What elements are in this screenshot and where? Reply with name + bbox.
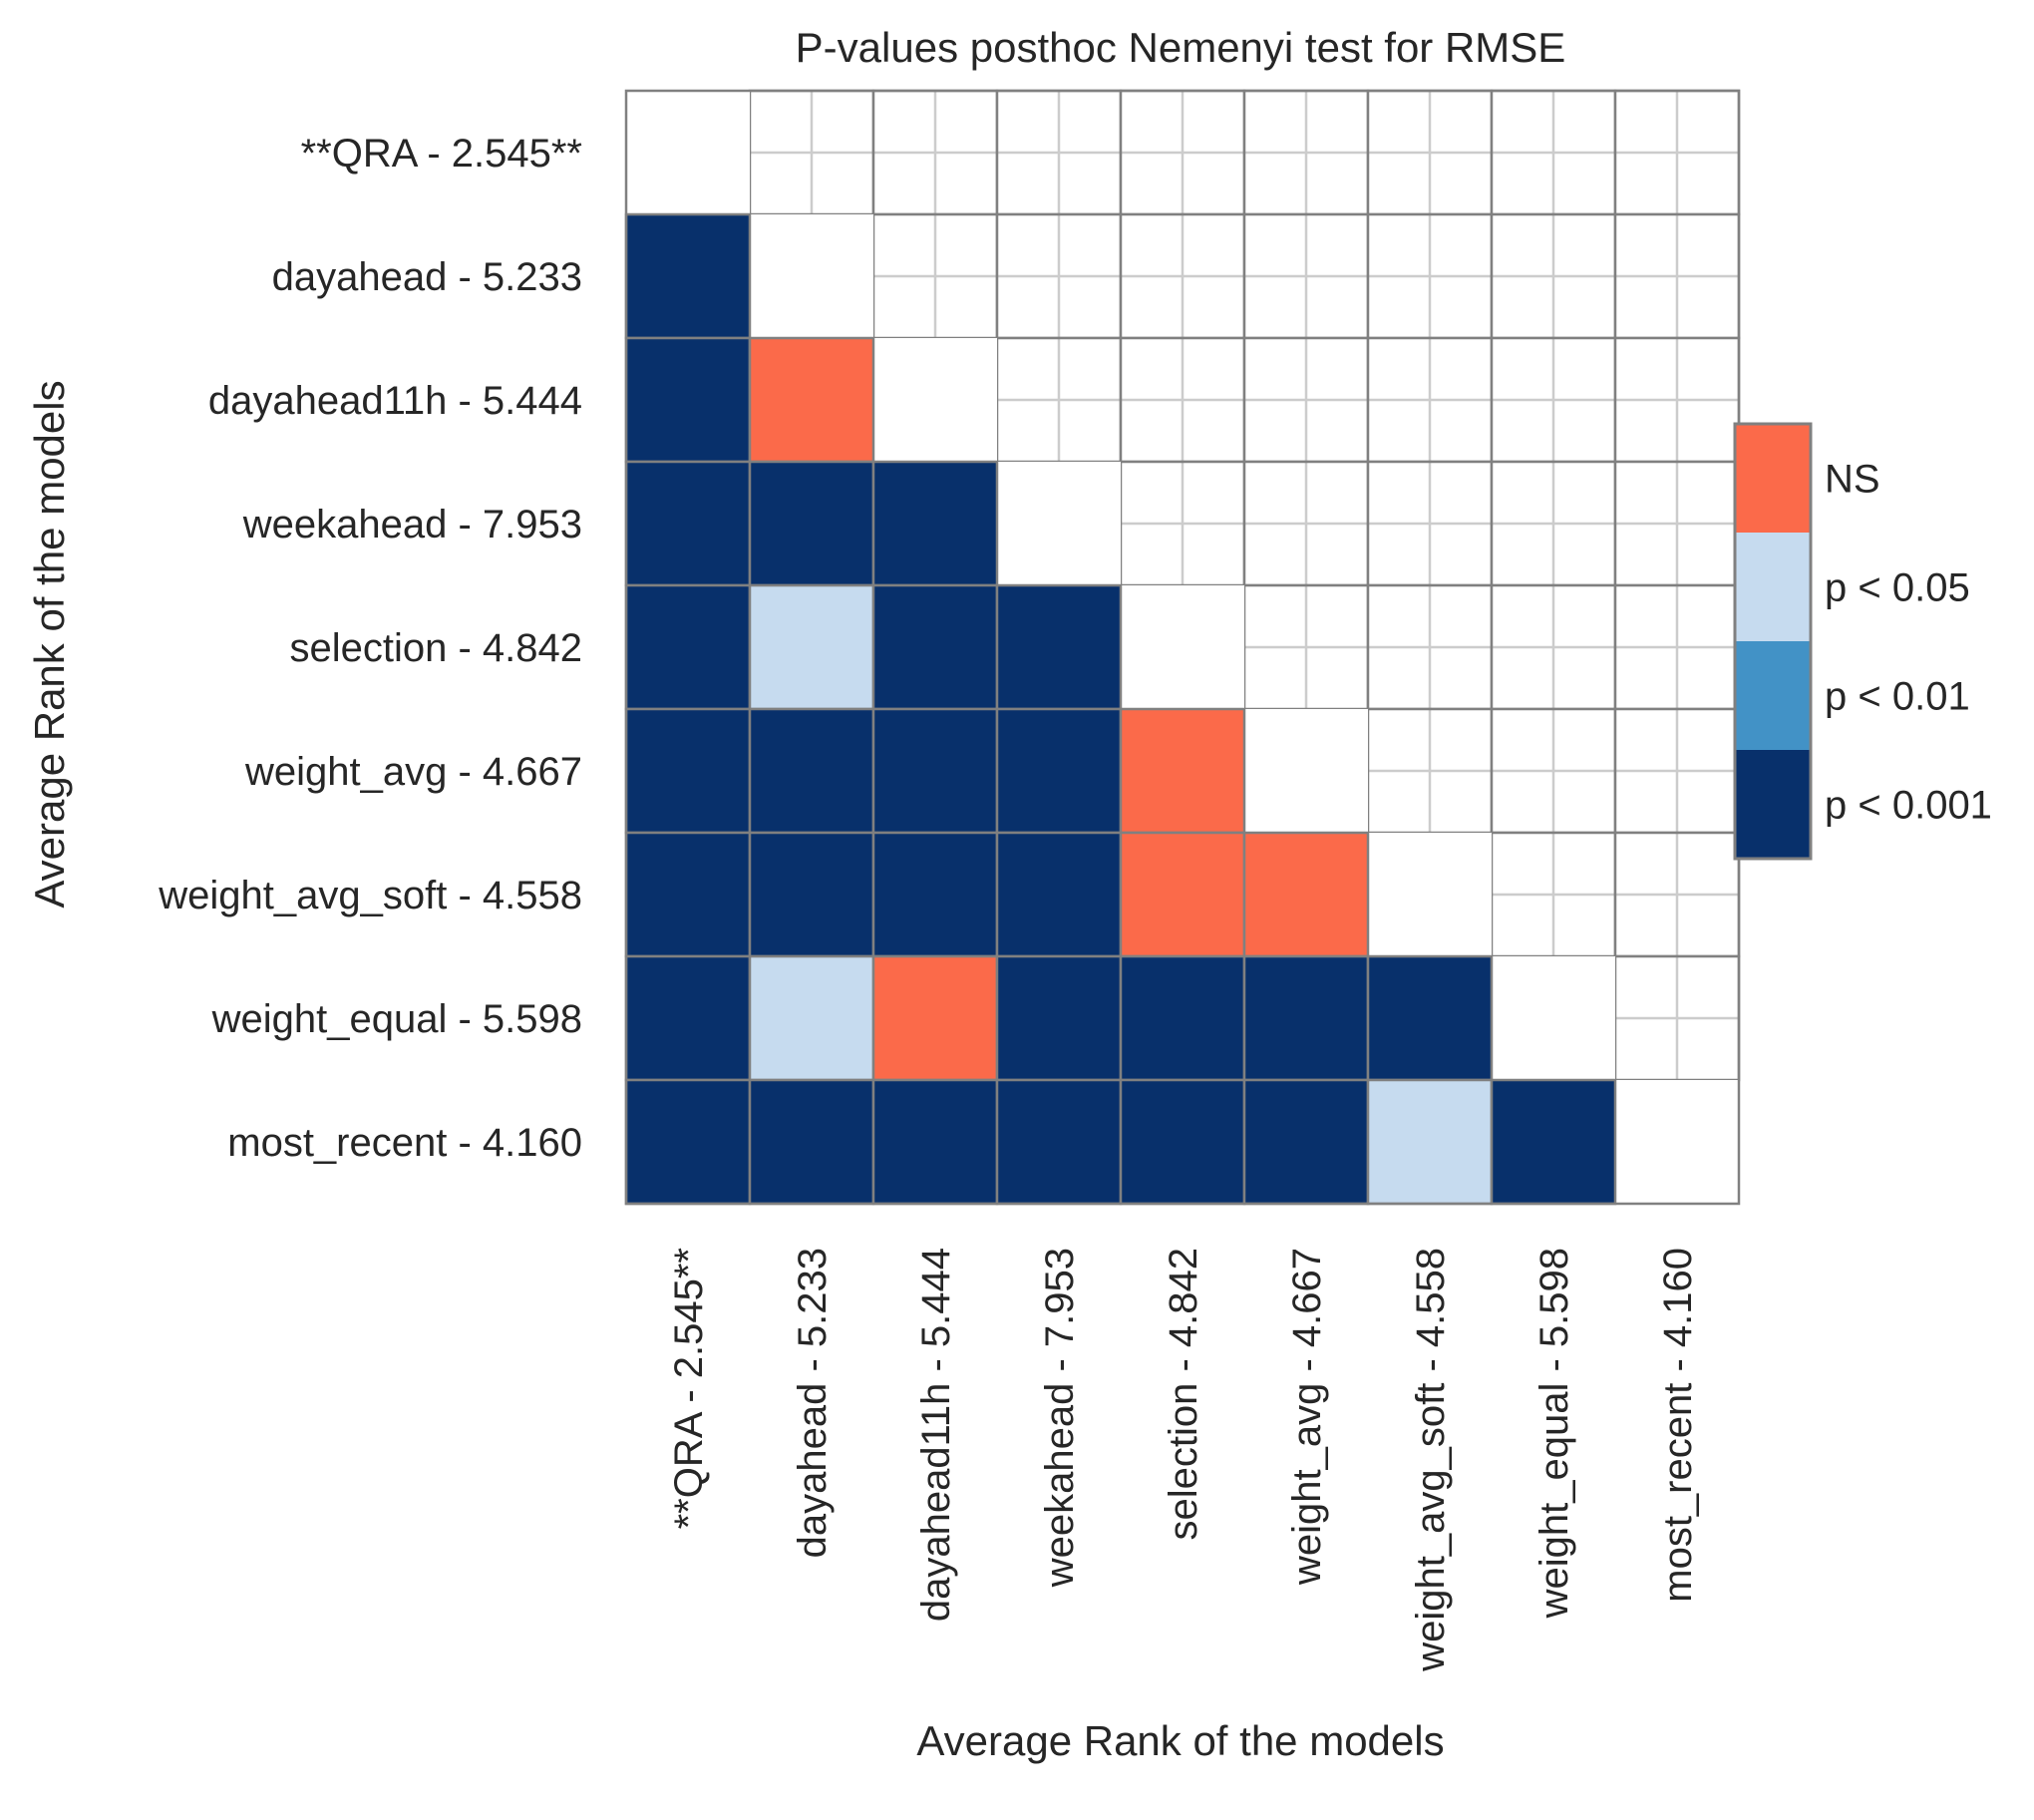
y-tick-label: selection - 4.842	[289, 626, 582, 670]
legend-label: p < 0.001	[1825, 784, 1992, 828]
y-tick-label: weight_avg - 4.667	[244, 750, 582, 794]
heatmap-cell	[871, 583, 999, 711]
heatmap-cell	[624, 707, 752, 835]
legend-swatch	[1735, 641, 1811, 750]
heatmap-cell	[748, 954, 875, 1082]
diagonal-cell	[1121, 585, 1244, 709]
heatmap-cell	[871, 1078, 999, 1206]
x-tick-label: weight_equal - 5.598	[1532, 1248, 1576, 1619]
y-axis-label: Average Rank of the models	[26, 380, 73, 908]
legend-border	[1733, 422, 1813, 861]
heatmap-cell	[624, 212, 752, 340]
y-tick-label: most_recent - 4.160	[227, 1121, 582, 1165]
heatmap-cell	[624, 583, 752, 711]
y-tick-label: weight_avg_soft - 4.558	[158, 874, 582, 917]
heatmap-cell	[748, 1078, 875, 1206]
heatmap-cell	[748, 460, 875, 587]
diagonal-cell	[750, 214, 873, 338]
y-tick-label: weight_equal - 5.598	[211, 997, 582, 1041]
heatmap-cell	[1119, 831, 1246, 958]
x-tick-label: weight_avg - 4.667	[1285, 1248, 1329, 1586]
heatmap-cell	[1119, 954, 1246, 1082]
y-tick-label: **QRA - 2.545**	[301, 132, 582, 176]
legend-swatch	[1735, 750, 1811, 859]
diagonal-cell	[1244, 709, 1368, 833]
diagonal-cell	[626, 91, 750, 214]
heatmap-cell	[995, 831, 1123, 958]
legend-label: p < 0.01	[1825, 675, 1970, 719]
legend-swatch	[1735, 533, 1811, 641]
y-tick-labels: **QRA - 2.545** dayahead - 5.233 dayahead1…	[158, 132, 582, 1165]
heatmap-cell	[995, 1078, 1123, 1206]
diagonal-cell	[1492, 956, 1615, 1080]
heatmap-cell	[871, 707, 999, 835]
heatmap-cell	[995, 954, 1123, 1082]
heatmap-cell	[1242, 1078, 1370, 1206]
heatmap-cell	[624, 954, 752, 1082]
heatmap-cell	[871, 954, 999, 1082]
heatmap-cell	[748, 583, 875, 711]
x-tick-labels: **QRA - 2.545** dayahead - 5.233 dayahead1…	[667, 1248, 1700, 1672]
heatmap-cell	[871, 831, 999, 958]
heatmap-cell	[748, 336, 875, 464]
heatmap-cell	[1366, 1078, 1494, 1206]
y-tick-label: dayahead - 5.233	[272, 255, 582, 299]
heatmap-cell	[748, 831, 875, 958]
legend-swatch	[1735, 424, 1811, 533]
heatmap-cell	[1119, 1078, 1246, 1206]
x-tick-label: most_recent - 4.160	[1656, 1248, 1700, 1603]
heatmap-cell	[995, 583, 1123, 711]
heatmap-cell	[871, 460, 999, 587]
heatmap-cell	[1490, 1078, 1617, 1206]
x-tick-label: **QRA - 2.545**	[667, 1248, 711, 1529]
heatmap-cell	[624, 1078, 752, 1206]
legend: NS p < 0.05 p < 0.01 p < 0.001	[1733, 422, 1992, 861]
x-tick-label: dayahead11h - 5.444	[914, 1248, 958, 1622]
heatmap-cell	[1242, 954, 1370, 1082]
heatmap-cell	[624, 460, 752, 587]
diagonal-cell	[1368, 833, 1492, 956]
x-tick-label: selection - 4.842	[1162, 1248, 1205, 1541]
y-tick-label: weekahead - 7.953	[242, 503, 582, 546]
legend-label: NS	[1825, 458, 1880, 502]
heatmap-cell	[624, 831, 752, 958]
heatmap-cell	[1242, 831, 1370, 958]
chart-title: P-values posthoc Nemenyi test for RMSE	[796, 24, 1566, 71]
diagonal-cell	[873, 338, 997, 462]
diagonal-cell	[1615, 1080, 1739, 1204]
heatmap-cell	[624, 336, 752, 464]
x-axis-label: Average Rank of the models	[916, 1717, 1444, 1764]
cells-layer	[624, 89, 1741, 1206]
legend-label: p < 0.05	[1825, 566, 1970, 610]
diagonal-cell	[997, 462, 1121, 585]
y-tick-label: dayahead11h - 5.444	[208, 379, 582, 423]
heatmap-cell	[1366, 954, 1494, 1082]
x-tick-label: dayahead - 5.233	[791, 1248, 835, 1558]
heatmap-cell	[1119, 707, 1246, 835]
x-tick-label: weekahead - 7.953	[1038, 1248, 1082, 1588]
x-tick-label: weight_avg_soft - 4.558	[1409, 1248, 1453, 1672]
heatmap-cell	[748, 707, 875, 835]
heatmap-cell	[995, 707, 1123, 835]
